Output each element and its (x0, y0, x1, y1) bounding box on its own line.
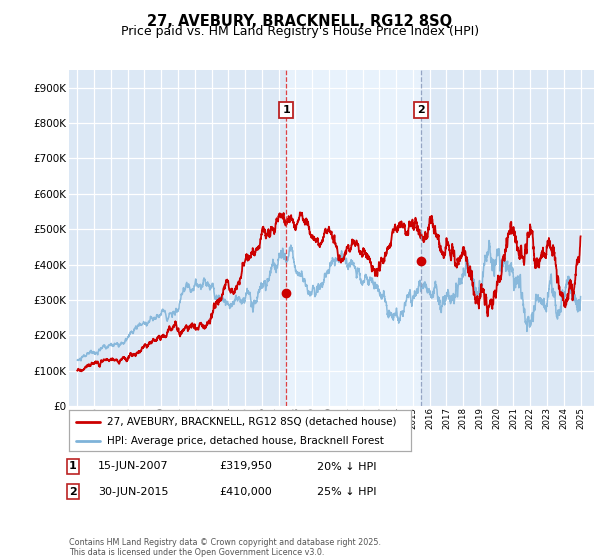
Text: 27, AVEBURY, BRACKNELL, RG12 8SQ (detached house): 27, AVEBURY, BRACKNELL, RG12 8SQ (detach… (107, 417, 396, 427)
Text: 30-JUN-2015: 30-JUN-2015 (98, 487, 168, 497)
Text: 1: 1 (283, 105, 290, 115)
Text: 20% ↓ HPI: 20% ↓ HPI (317, 461, 376, 472)
Text: £410,000: £410,000 (219, 487, 272, 497)
Text: 2: 2 (418, 105, 425, 115)
Text: 2: 2 (69, 487, 77, 497)
Text: 15-JUN-2007: 15-JUN-2007 (98, 461, 169, 472)
Text: 1: 1 (69, 461, 77, 472)
Text: HPI: Average price, detached house, Bracknell Forest: HPI: Average price, detached house, Brac… (107, 436, 383, 446)
Text: 25% ↓ HPI: 25% ↓ HPI (317, 487, 376, 497)
Text: Price paid vs. HM Land Registry's House Price Index (HPI): Price paid vs. HM Land Registry's House … (121, 25, 479, 38)
Text: Contains HM Land Registry data © Crown copyright and database right 2025.
This d: Contains HM Land Registry data © Crown c… (69, 538, 381, 557)
Bar (286, 70, 421, 406)
Text: £319,950: £319,950 (219, 461, 272, 472)
Text: 27, AVEBURY, BRACKNELL, RG12 8SQ: 27, AVEBURY, BRACKNELL, RG12 8SQ (148, 14, 452, 29)
